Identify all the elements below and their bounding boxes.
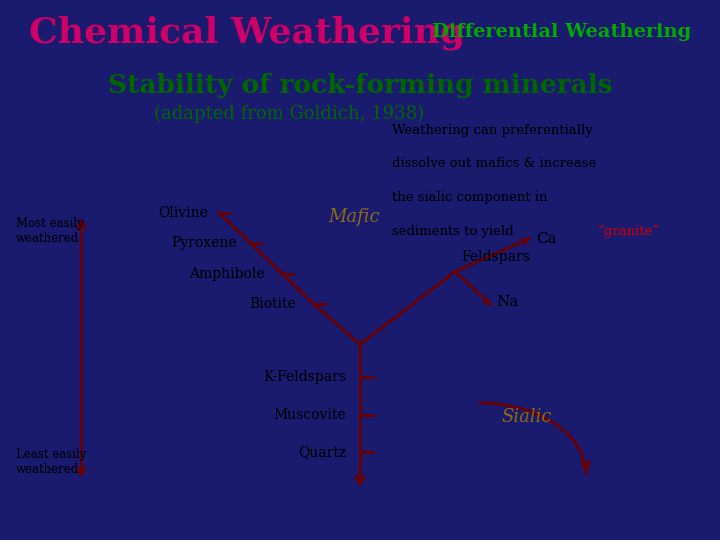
Text: Amphibole: Amphibole <box>189 267 265 281</box>
Text: Weathering can preferentially: Weathering can preferentially <box>392 124 593 137</box>
Text: Sialic: Sialic <box>501 408 552 426</box>
Text: Most easily
weathered: Most easily weathered <box>16 218 84 246</box>
Text: Olivine: Olivine <box>158 206 208 220</box>
Text: dissolve out mafics & increase: dissolve out mafics & increase <box>392 157 596 170</box>
Text: Stability of rock-forming minerals: Stability of rock-forming minerals <box>108 73 612 98</box>
Text: Mafic: Mafic <box>328 208 380 226</box>
Text: Least easily
weathered: Least easily weathered <box>16 448 86 476</box>
Text: Pyroxene: Pyroxene <box>171 237 236 251</box>
Text: sediments to yield: sediments to yield <box>392 225 518 238</box>
Text: Ca: Ca <box>536 232 557 246</box>
Text: K-Feldspars: K-Feldspars <box>263 370 346 384</box>
Text: Na: Na <box>496 295 518 309</box>
Text: “granite”: “granite” <box>598 225 660 238</box>
Text: Chemical Weathering: Chemical Weathering <box>29 15 465 50</box>
Text: Muscovite: Muscovite <box>274 408 346 422</box>
Text: Quartz: Quartz <box>298 446 346 460</box>
Text: (adapted from Goldich, 1938): (adapted from Goldich, 1938) <box>154 105 425 123</box>
Text: the sialic component in: the sialic component in <box>392 191 547 204</box>
Text: Feldspars: Feldspars <box>461 251 530 265</box>
Text: Biotite: Biotite <box>250 298 297 312</box>
Text: Differential Weathering: Differential Weathering <box>432 23 691 42</box>
